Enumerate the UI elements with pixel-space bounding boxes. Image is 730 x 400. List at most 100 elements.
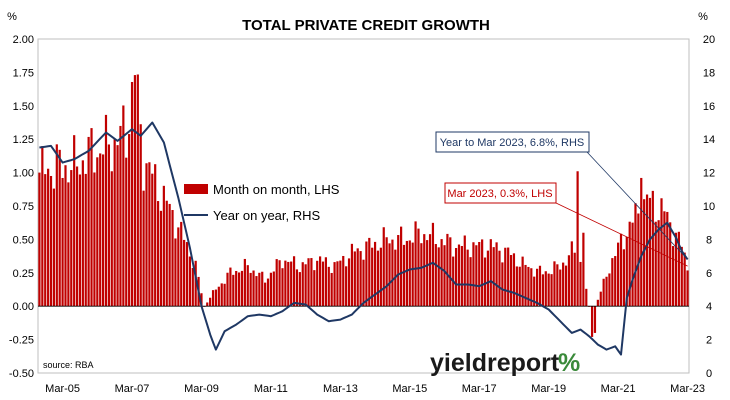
bar-month-on-month xyxy=(223,283,226,307)
bar-month-on-month xyxy=(324,257,327,307)
left-tick-label: -0.50 xyxy=(9,368,34,380)
bar-month-on-month xyxy=(385,237,388,307)
bar-month-on-month xyxy=(498,250,501,307)
bar-month-on-month xyxy=(41,146,44,307)
bar-month-on-month xyxy=(645,194,649,307)
bar-month-on-month xyxy=(330,272,333,307)
bar-month-on-month xyxy=(102,154,105,307)
bar-month-on-month xyxy=(440,239,443,307)
bar-month-on-month xyxy=(443,245,446,307)
bar-month-on-month xyxy=(518,266,521,307)
right-axis-unit: % xyxy=(698,11,708,23)
bar-month-on-month xyxy=(362,259,365,307)
bar-month-on-month xyxy=(252,270,255,307)
bar-month-on-month xyxy=(307,258,310,307)
bar-month-on-month xyxy=(660,198,663,307)
bar-month-on-month xyxy=(249,272,252,307)
bar-month-on-month xyxy=(489,239,492,307)
bar-month-on-month xyxy=(214,289,218,307)
bar-month-on-month xyxy=(284,260,287,307)
bar-month-on-month xyxy=(321,261,325,307)
x-tick-label: Mar-23 xyxy=(670,383,705,395)
right-axis-ticks: 0 2 4 6 8 10 12 14 16 18 20 xyxy=(703,34,715,380)
x-axis-ticks: Mar-05 Mar-07 Mar-09 Mar-11 Mar-13 Mar-15 Mar-… xyxy=(45,383,705,395)
bar-month-on-month xyxy=(530,268,533,307)
bar-month-on-month xyxy=(544,271,547,307)
bar-month-on-month xyxy=(136,74,139,307)
annotation-box-red xyxy=(444,182,557,204)
legend-label-bar: Month on month, LHS xyxy=(213,182,340,197)
x-tick-label: Mar-11 xyxy=(254,383,288,395)
x-tick-label: Mar-07 xyxy=(115,383,150,395)
bar-month-on-month xyxy=(47,168,50,307)
bar-month-on-month xyxy=(481,239,484,307)
bar-month-on-month xyxy=(388,243,391,307)
bar-month-on-month xyxy=(261,271,264,307)
bar-month-on-month xyxy=(264,282,267,307)
bar-month-on-month xyxy=(640,177,643,307)
bar-month-on-month xyxy=(232,274,235,307)
legend-label-line: Year on year, RHS xyxy=(213,208,321,223)
plot-frame xyxy=(37,38,690,374)
left-tick-label: -0.25 xyxy=(9,335,34,347)
bar-month-on-month xyxy=(301,262,304,307)
bar-month-on-month xyxy=(553,261,556,307)
bar-month-on-month xyxy=(469,257,472,307)
bar-month-on-month xyxy=(191,267,194,307)
bar-month-on-month xyxy=(550,274,553,307)
bar-month-on-month xyxy=(622,249,625,307)
bar-month-on-month xyxy=(391,239,394,307)
left-tick-label: 0.75 xyxy=(13,201,34,213)
bar-month-on-month xyxy=(515,266,518,307)
logo-text: yieldreport xyxy=(430,349,560,377)
bar-month-on-month xyxy=(356,248,359,307)
bar-month-on-month xyxy=(162,185,165,307)
bar-month-on-month xyxy=(674,232,678,307)
left-axis-unit: % xyxy=(7,11,17,23)
bar-month-on-month xyxy=(654,221,657,307)
yieldreport-logo: yieldreport % xyxy=(430,349,580,377)
bar-month-on-month xyxy=(605,276,608,307)
bar-month-on-month xyxy=(634,203,637,307)
bar-month-on-month xyxy=(414,221,417,307)
bar-month-on-month xyxy=(371,247,374,307)
bar-month-on-month xyxy=(602,278,605,307)
bar-month-on-month xyxy=(579,261,582,307)
bar-month-on-month xyxy=(631,222,634,307)
left-tick-label: 1.00 xyxy=(13,168,34,180)
bar-month-on-month xyxy=(104,114,108,307)
bar-month-on-month xyxy=(327,266,330,307)
bar-month-on-month xyxy=(536,268,539,307)
bar-month-on-month xyxy=(454,248,458,307)
bar-month-on-month xyxy=(651,190,654,307)
bar-month-on-month xyxy=(130,81,134,307)
logo-percent-icon: % xyxy=(558,349,580,377)
bar-month-on-month xyxy=(180,221,183,307)
bar-month-on-month xyxy=(562,262,565,307)
left-tick-label: 1.50 xyxy=(13,101,34,113)
bar-month-on-month xyxy=(142,190,145,307)
bar-month-on-month xyxy=(590,306,594,337)
annotation-text-red: Mar 2023, 0.3%, LHS xyxy=(447,188,552,200)
bar-month-on-month xyxy=(507,247,510,307)
left-tick-label: 1.75 xyxy=(13,67,34,79)
bar-month-on-month xyxy=(209,297,212,307)
bar-month-on-month xyxy=(570,241,573,307)
bar-month-on-month xyxy=(55,144,58,307)
bar-month-on-month xyxy=(368,237,371,307)
bar-month-on-month xyxy=(376,250,380,307)
bar-month-on-month xyxy=(345,266,348,307)
bar-month-on-month xyxy=(611,258,614,307)
bar-month-on-month xyxy=(564,265,568,307)
legend-swatch-bar xyxy=(184,184,208,194)
right-tick-label: 6 xyxy=(706,268,712,280)
bar-month-on-month xyxy=(437,247,440,307)
bar-month-on-month xyxy=(333,262,336,307)
annotations: Year to Mar 2023, 6.8%, RHS Mar 2023, 0.… xyxy=(435,131,688,267)
bar-month-on-month xyxy=(151,173,154,307)
x-tick-label: Mar-19 xyxy=(531,383,566,395)
bar-month-on-month xyxy=(217,286,220,307)
bar-month-on-month xyxy=(258,272,261,307)
bar-month-on-month xyxy=(154,164,157,307)
